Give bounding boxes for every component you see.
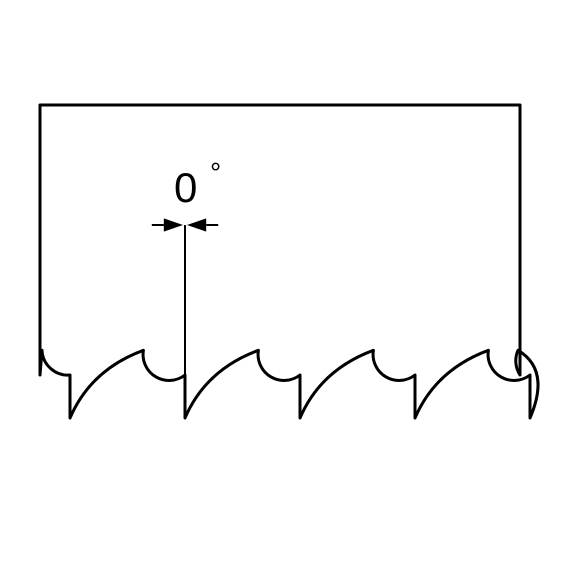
angle-unit: ° xyxy=(210,157,221,188)
angle-value: 0 xyxy=(174,164,197,211)
